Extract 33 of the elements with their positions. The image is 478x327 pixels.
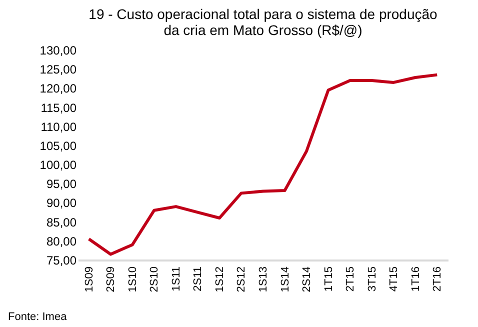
text: da cria em Mato Grosso (R$/@) — [164, 22, 362, 38]
x-tick-label: 1S14 — [279, 266, 292, 292]
y-tick-label: 125,00 — [40, 62, 77, 77]
y-tick-label: 115,00 — [40, 100, 77, 115]
x-tick-label: 2T15 — [344, 266, 357, 292]
x-tick-label: 1S09 — [83, 266, 96, 292]
line-series — [87, 73, 439, 256]
y-tick-label: 75,00 — [46, 254, 77, 268]
x-tick-label: 3T15 — [366, 266, 378, 292]
y-tick-label: 80,00 — [46, 234, 77, 248]
y-tick-label: 95,00 — [46, 177, 77, 192]
x-tick-label: 4T15 — [388, 266, 400, 292]
x-tick-label: 1S10 — [126, 266, 139, 292]
x-tick-label: 1S12 — [214, 266, 226, 292]
y-tick-label: 105,00 — [40, 138, 77, 153]
y-tick-label: 85,00 — [46, 215, 77, 230]
y-tick-label: 110,00 — [40, 120, 77, 134]
x-tick-label: 1T16 — [410, 266, 422, 292]
x-tick-label: 1S11 — [170, 266, 182, 292]
y-tick-label: 90,00 — [46, 196, 77, 210]
source-note: Fonte: Imea — [8, 311, 68, 323]
x-tick-label: 2S09 — [105, 266, 118, 292]
text: 19 - Custo operacional total para o sistema de produção — [88, 6, 438, 22]
x-tick-label: 2S12 — [236, 266, 248, 292]
y-tick-label: 100,00 — [40, 158, 77, 172]
x-tick-label: 2T16 — [432, 266, 444, 292]
y-tick-label: 120,00 — [40, 82, 77, 96]
x-tick-label: 2S14 — [301, 266, 314, 292]
x-tick-label: 2S11 — [192, 266, 204, 292]
x-tick-label: 2S10 — [148, 266, 161, 292]
x-tick-label: 1T15 — [322, 266, 335, 292]
y-tick-label: 130,00 — [40, 44, 77, 58]
x-tick-label: 1S13 — [258, 266, 270, 292]
